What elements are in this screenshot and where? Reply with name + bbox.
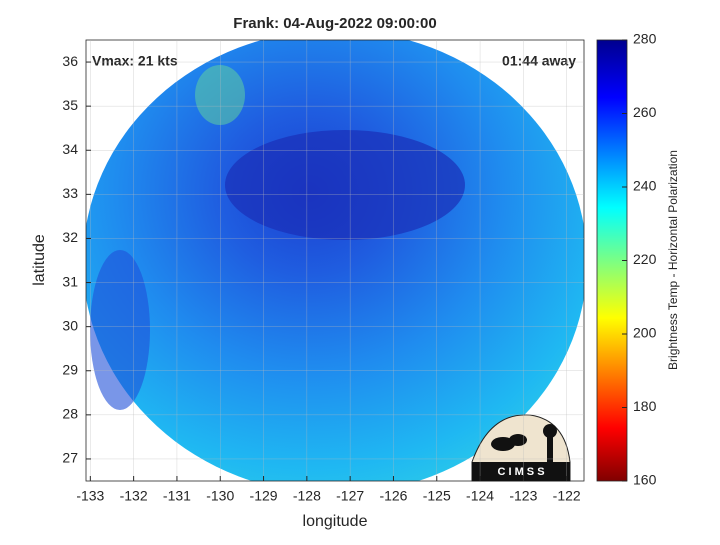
cold-cloud <box>225 130 465 240</box>
colorbar-tick-label: 280 <box>633 31 657 47</box>
x-tick-label: -130 <box>206 488 234 504</box>
x-tick-label: -125 <box>423 488 451 504</box>
away-annotation: 01:44 away <box>502 53 576 69</box>
x-tick-label: -124 <box>466 488 494 504</box>
y-tick-label: 34 <box>62 141 78 157</box>
y-tick-label: 32 <box>62 229 78 245</box>
colorbar-tick-label: 180 <box>633 398 657 414</box>
colorbar-label: Brightness Temp - Horizontal Polarizatio… <box>666 150 680 370</box>
x-tick-label: -129 <box>250 488 278 504</box>
x-axis-label: longitude <box>303 513 368 530</box>
cloud-band <box>90 250 150 410</box>
y-tick-label: 31 <box>62 273 78 289</box>
y-tick-label: 35 <box>62 97 78 113</box>
cimss-logo: C I M S S <box>471 414 571 482</box>
y-tick-label: 33 <box>62 185 78 201</box>
x-tick-label: -123 <box>509 488 537 504</box>
x-tick-label: -133 <box>76 488 104 504</box>
x-tick-label: -127 <box>336 488 364 504</box>
y-tick-label: 36 <box>62 53 78 69</box>
y-tick-label: 30 <box>62 317 78 333</box>
colorbar-tick-label: 200 <box>633 325 657 341</box>
y-axis-label: latitude <box>31 234 48 286</box>
x-tick-label: -132 <box>120 488 148 504</box>
y-tick-label: 27 <box>62 450 78 466</box>
y-tick-label: 29 <box>62 361 78 377</box>
colorbar-tick-label: 220 <box>633 251 657 267</box>
vmax-annotation: Vmax: 21 kts <box>92 53 178 69</box>
y-tick-label: 28 <box>62 406 78 422</box>
colorbar-tick-label: 260 <box>633 104 657 120</box>
x-tick-label: -131 <box>163 488 191 504</box>
x-tick-label: -128 <box>293 488 321 504</box>
x-tick-label: -122 <box>553 488 581 504</box>
logo-text: C I M S S <box>497 466 544 478</box>
colorbar-tick-label: 240 <box>633 178 657 194</box>
x-tick-label: -126 <box>379 488 407 504</box>
plot-frame <box>85 39 585 482</box>
colorbar-tick-label: 160 <box>633 472 657 488</box>
map-title: Frank: 04-Aug-2022 09:00:00 <box>233 15 436 32</box>
